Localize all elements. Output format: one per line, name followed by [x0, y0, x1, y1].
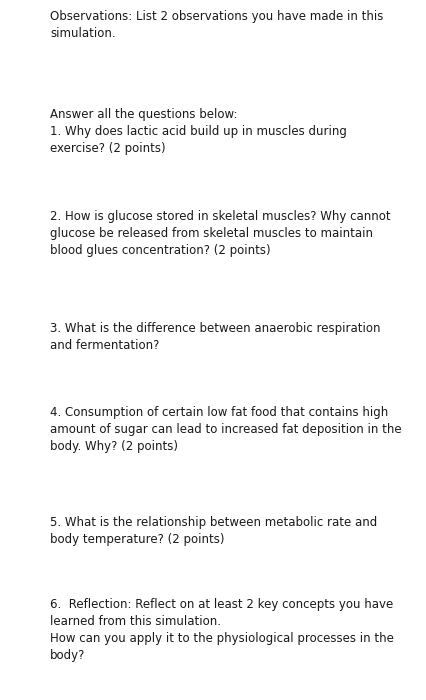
Text: 3. What is the difference between anaerobic respiration
and fermentation?: 3. What is the difference between anaero…	[50, 322, 380, 352]
Text: 5. What is the relationship between metabolic rate and
body temperature? (2 poin: 5. What is the relationship between meta…	[50, 516, 376, 546]
Text: 4. Consumption of certain low fat food that contains high
amount of sugar can le: 4. Consumption of certain low fat food t…	[50, 406, 401, 453]
Text: Answer all the questions below:
1. Why does lactic acid build up in muscles duri: Answer all the questions below: 1. Why d…	[50, 108, 346, 155]
Text: Observations: List 2 observations you have made in this
simulation.: Observations: List 2 observations you ha…	[50, 10, 383, 40]
Text: 6.  Reflection: Reflect on at least 2 key concepts you have
learned from this si: 6. Reflection: Reflect on at least 2 key…	[50, 598, 393, 662]
Text: 2. How is glucose stored in skeletal muscles? Why cannot
glucose be released fro: 2. How is glucose stored in skeletal mus…	[50, 210, 390, 257]
